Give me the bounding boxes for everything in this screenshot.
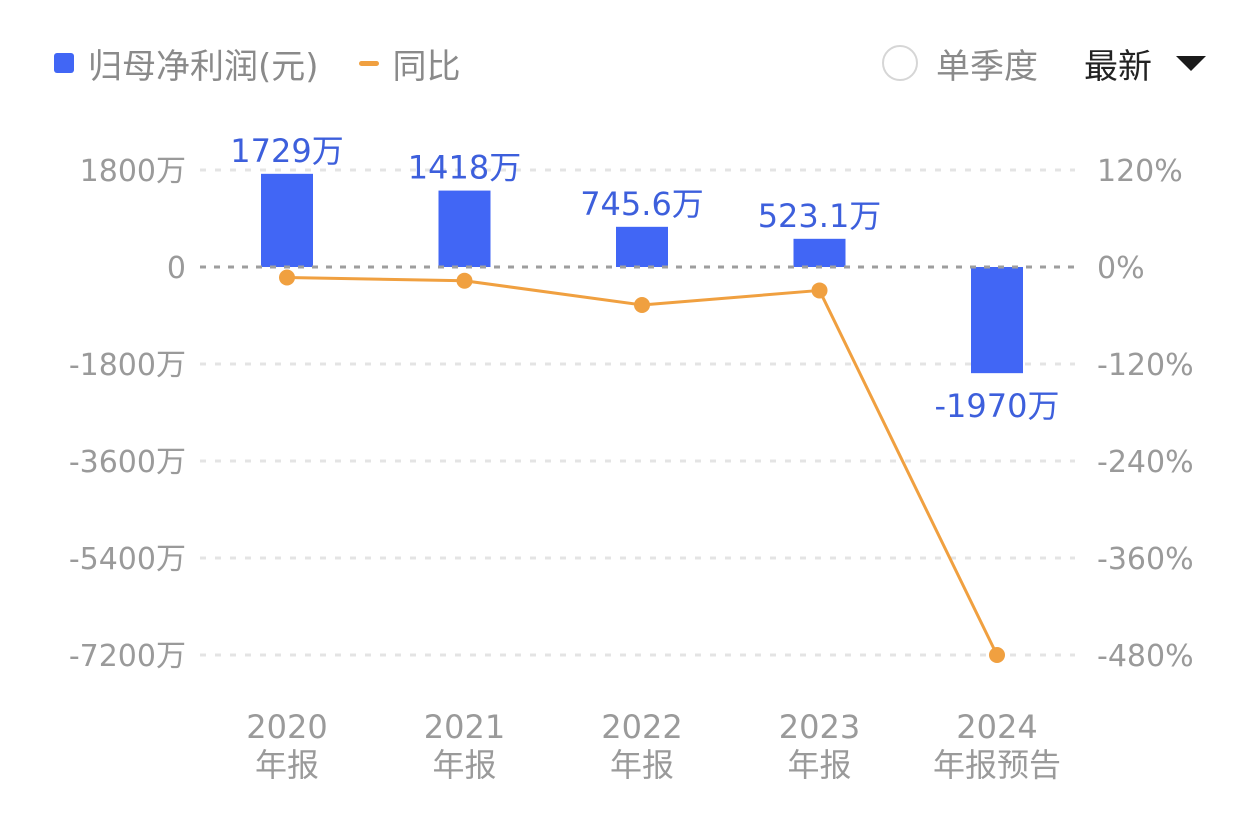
right-axis-tick-label: 120% xyxy=(1097,154,1183,189)
bar[interactable] xyxy=(616,226,668,267)
bar[interactable] xyxy=(793,238,846,267)
x-axis-label: 2021 年报 xyxy=(424,708,505,784)
right-axis-tick-label: -480% xyxy=(1097,639,1194,674)
yoy-line xyxy=(286,276,999,656)
bar-data-label: 523.1万 xyxy=(758,197,882,235)
x-axis-label: 2022 年报 xyxy=(601,708,682,784)
yoy-point[interactable] xyxy=(456,272,473,289)
legend-label-yoy: 同比 xyxy=(392,46,461,87)
line-swatch-icon xyxy=(358,60,379,66)
right-axis-tick-label: 0% xyxy=(1097,251,1145,286)
legend-item-net-profit[interactable]: 归母净利润(元) xyxy=(54,39,319,88)
x-axis-label: 2020 年报 xyxy=(246,708,327,784)
legend-label-net-profit: 归母净利润(元) xyxy=(88,46,319,87)
left-axis-tick-label: -5400万 xyxy=(69,542,186,577)
left-axis-tick-label: 0 xyxy=(167,251,186,286)
left-axis-tick-label: 1800万 xyxy=(80,154,186,189)
yoy-point[interactable] xyxy=(989,647,1005,663)
x-axis-label-line: 年报 xyxy=(787,746,851,784)
x-axis-label-line: 2024 xyxy=(956,708,1037,746)
left-axis-tick-label: -7200万 xyxy=(69,639,186,674)
x-axis-label-line: 2020 xyxy=(246,708,327,746)
right-axis-tick-label: -360% xyxy=(1097,542,1194,577)
right-axis-tick-label: -120% xyxy=(1097,348,1194,383)
period-dropdown[interactable]: 最新 xyxy=(1084,39,1206,88)
x-axis-label: 2024 年报预告 xyxy=(933,708,1061,784)
bar-data-label: 1729万 xyxy=(230,132,343,170)
bar-data-label: 1418万 xyxy=(408,149,521,187)
right-axis-tick-label: -240% xyxy=(1097,445,1194,480)
left-axis-tick-label: -3600万 xyxy=(69,445,186,480)
yoy-point[interactable] xyxy=(811,282,828,299)
x-axis-label-line: 2022 xyxy=(601,708,682,746)
chart-controls: 单季度 最新 xyxy=(882,38,1206,88)
bar-data-label: -1970万 xyxy=(935,387,1060,425)
x-axis-label-line: 2023 xyxy=(779,708,860,746)
quarter-label[interactable]: 单季度 xyxy=(936,46,1038,87)
period-dropdown-label: 最新 xyxy=(1084,46,1152,87)
bar-data-label: 745.6万 xyxy=(580,185,704,223)
bar[interactable] xyxy=(971,267,1023,374)
x-axis-label-line: 2021 xyxy=(424,708,505,746)
bar[interactable] xyxy=(438,190,491,267)
chart-legend: 归母净利润(元) 同比 xyxy=(54,38,501,88)
left-axis-tick-label: -1800万 xyxy=(69,348,186,383)
x-axis-label-line: 年报 xyxy=(610,746,674,784)
yoy-point[interactable] xyxy=(279,269,295,286)
caret-down-icon xyxy=(1176,55,1206,71)
legend-item-yoy[interactable]: 同比 xyxy=(358,39,461,88)
bar-swatch-icon xyxy=(54,53,74,73)
yoy-point[interactable] xyxy=(634,296,650,313)
bar[interactable] xyxy=(261,173,313,267)
x-axis-label-line: 年报 xyxy=(255,746,319,784)
x-axis-label-line: 年报 xyxy=(432,746,496,784)
x-axis-label: 2023 年报 xyxy=(779,708,860,784)
quarter-radio-button[interactable] xyxy=(882,45,918,81)
x-axis-label-line: 年报预告 xyxy=(933,746,1061,784)
